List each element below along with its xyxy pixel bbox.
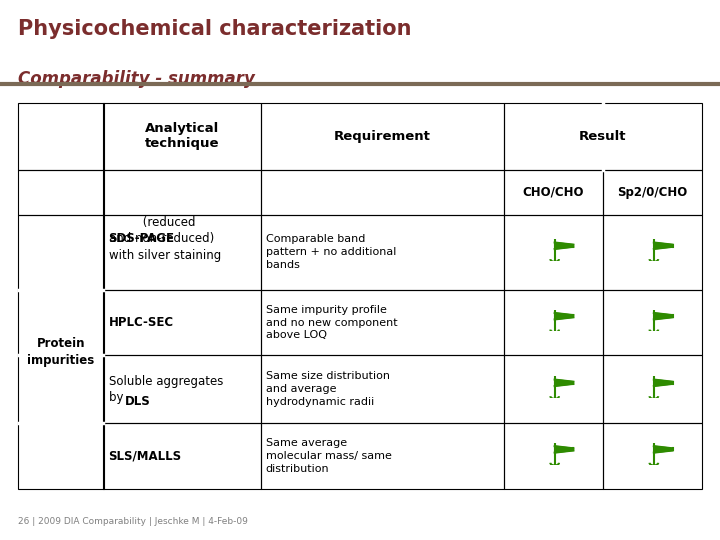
Text: HPLC-SEC: HPLC-SEC	[109, 316, 174, 329]
Polygon shape	[654, 380, 672, 386]
Text: Requirement: Requirement	[334, 130, 431, 143]
Text: (reduced
and non-reduced)
with silver staining: (reduced and non-reduced) with silver st…	[109, 215, 221, 262]
Polygon shape	[654, 313, 672, 320]
Text: 26 | 2009 DIA Comparability | Jeschke M | 4-Feb-09: 26 | 2009 DIA Comparability | Jeschke M …	[18, 517, 248, 526]
Text: CHO/CHO: CHO/CHO	[523, 186, 584, 199]
Text: Physicochemical characterization: Physicochemical characterization	[18, 19, 412, 39]
Text: Analytical
technique: Analytical technique	[145, 123, 220, 150]
Text: SDS-PAGE: SDS-PAGE	[109, 232, 174, 245]
Polygon shape	[554, 313, 573, 320]
Text: Result: Result	[579, 130, 626, 143]
Polygon shape	[554, 242, 573, 249]
Text: Sp2/0/CHO: Sp2/0/CHO	[617, 186, 688, 199]
Text: DLS: DLS	[125, 395, 150, 408]
Text: Protein
impurities: Protein impurities	[27, 336, 94, 367]
Polygon shape	[554, 380, 573, 386]
Text: Soluble aggregates
by: Soluble aggregates by	[109, 375, 223, 404]
Polygon shape	[654, 446, 672, 453]
Polygon shape	[554, 446, 573, 453]
Text: Comparability - summary: Comparability - summary	[18, 70, 255, 88]
Text: Same size distribution
and average
hydrodynamic radii: Same size distribution and average hydro…	[266, 372, 390, 407]
Text: Same average
molecular mass/ same
distribution: Same average molecular mass/ same distri…	[266, 438, 392, 474]
Text: SLS/MALLS: SLS/MALLS	[109, 449, 181, 462]
Text: Same impurity profile
and no new component
above LOQ: Same impurity profile and no new compone…	[266, 305, 397, 341]
Text: Comparable band
pattern + no additional
bands: Comparable band pattern + no additional …	[266, 234, 396, 270]
Polygon shape	[654, 242, 672, 249]
